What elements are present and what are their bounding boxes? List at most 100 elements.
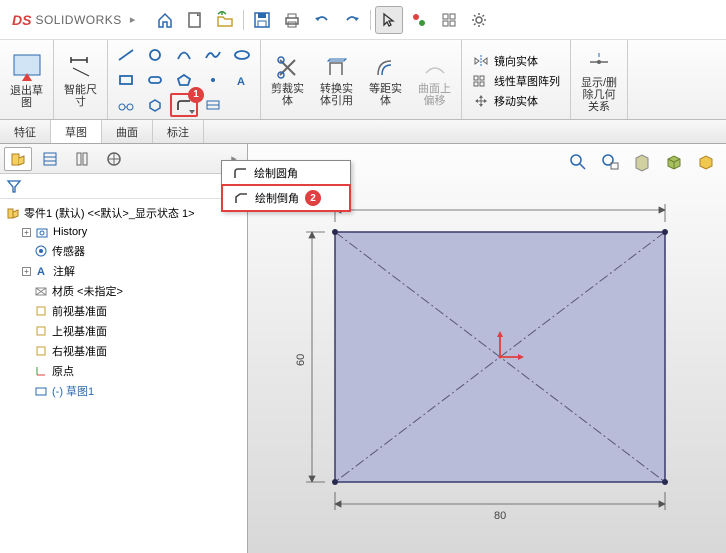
logo-name: SOLIDWORKS	[35, 13, 121, 27]
arc-tool[interactable]	[170, 43, 198, 67]
centerline-tool[interactable]	[112, 93, 140, 117]
tree-right-plane[interactable]: 右视基准面	[2, 341, 245, 361]
feature-manager: ▸ 零件1 (默认) <<默认>_显示状态 1> + History 传感器 +…	[0, 144, 248, 553]
smart-dim-group: 智能尺 寸	[54, 40, 108, 119]
dimxpert-tab[interactable]	[100, 147, 128, 171]
smart-dim-label: 智能尺 寸	[64, 84, 97, 108]
app-logo: DS SOLIDWORKS ▸	[4, 12, 143, 28]
sketch-chamfer-item[interactable]: 绘制倒角 2	[221, 184, 351, 212]
badge-2: 2	[305, 190, 321, 206]
tree-origin[interactable]: 原点	[2, 361, 245, 381]
mirror-button[interactable]: 镜向实体	[468, 52, 564, 70]
circle-tool[interactable]	[141, 43, 169, 67]
pattern-group: 镜向实体 线性草图阵列 移动实体	[462, 40, 571, 119]
fillet-label: 绘制圆角	[254, 165, 298, 181]
home-button[interactable]	[151, 6, 179, 34]
convert-label: 转换实 体引用	[320, 83, 353, 107]
tree-toggle[interactable]: +	[22, 267, 31, 276]
show-relations-label: 显示/删 除几何 关系	[581, 77, 617, 113]
rebuild-button[interactable]	[405, 6, 433, 34]
history-label: History	[53, 226, 87, 238]
modify-group: 剪裁实 体 转换实 体引用 等距实 体 曲面上 偏移	[261, 40, 462, 119]
exit-sketch-group: 退出草 图	[0, 40, 54, 119]
feature-tree: 零件1 (默认) <<默认>_显示状态 1> + History 传感器 + A…	[0, 199, 247, 553]
logo-ds: DS	[12, 12, 31, 28]
fillet-dropdown: 绘制圆角 绘制倒角 2	[221, 160, 351, 212]
trim-label: 剪裁实 体	[271, 83, 304, 107]
construction-tool[interactable]	[141, 93, 169, 117]
origin-label: 原点	[52, 363, 74, 379]
tab-features[interactable]: 特征	[0, 120, 51, 143]
height-dim[interactable]: 60	[295, 354, 307, 366]
line-tool[interactable]	[112, 43, 140, 67]
main-area: ▸ 零件1 (默认) <<默认>_显示状态 1> + History 传感器 +…	[0, 144, 726, 553]
exit-sketch-label: 退出草 图	[10, 85, 43, 109]
show-relations-button[interactable]: 显示/删 除几何 关系	[577, 47, 621, 115]
move-button[interactable]: 移动实体	[468, 92, 564, 110]
tab-annotate[interactable]: 标注	[153, 120, 204, 143]
filter-row	[0, 174, 247, 199]
tree-sketch1[interactable]: (-) 草图1	[2, 381, 245, 401]
tree-toggle[interactable]: +	[22, 228, 31, 237]
feature-tree-tab[interactable]	[4, 147, 32, 171]
config-tab[interactable]	[68, 147, 96, 171]
annotations-label: 注解	[53, 263, 75, 279]
spline-tool[interactable]	[199, 43, 227, 67]
redo-button[interactable]	[338, 6, 366, 34]
smart-dim-button[interactable]: 智能尺 寸	[60, 52, 101, 110]
ellipse-tool[interactable]	[228, 43, 256, 67]
tree-top-plane[interactable]: 上视基准面	[2, 321, 245, 341]
tab-sketch[interactable]: 草图	[51, 120, 102, 143]
tab-surfaces[interactable]: 曲面	[102, 120, 153, 143]
tree-root-label: 零件1 (默认) <<默认>_显示状态 1>	[24, 205, 195, 221]
plane-tool[interactable]	[199, 93, 227, 117]
open-button[interactable]	[211, 6, 239, 34]
tree-root[interactable]: 零件1 (默认) <<默认>_显示状态 1>	[2, 203, 245, 223]
filter-icon[interactable]	[6, 178, 22, 194]
point-tool[interactable]	[199, 68, 227, 92]
fillet-tool[interactable]: 1	[170, 93, 198, 117]
convert-button[interactable]: 转换实 体引用	[316, 53, 357, 109]
text-tool[interactable]: A	[228, 68, 256, 92]
print-button[interactable]	[278, 6, 306, 34]
sketch-fillet-item[interactable]: 绘制圆角	[222, 161, 350, 185]
trim-button[interactable]: 剪裁实 体	[267, 53, 308, 109]
slot-tool[interactable]	[141, 68, 169, 92]
linear-pattern-label: 线性草图阵列	[494, 73, 560, 89]
tree-front-plane[interactable]: 前视基准面	[2, 301, 245, 321]
offset-button[interactable]: 等距实 体	[365, 53, 406, 109]
ribbon: 退出草 图 智能尺 寸 A 1	[0, 40, 726, 120]
right-label: 右视基准面	[52, 343, 107, 359]
sketch-tools-group: A 1	[108, 40, 261, 119]
surface-offset-label: 曲面上 偏移	[418, 83, 451, 107]
exit-sketch-button[interactable]: 退出草 图	[6, 51, 47, 111]
tree-sensors[interactable]: 传感器	[2, 241, 245, 261]
chamfer-label: 绘制倒角	[255, 190, 299, 206]
new-button[interactable]	[181, 6, 209, 34]
property-tab[interactable]	[36, 147, 64, 171]
relations-group: 显示/删 除几何 关系	[571, 40, 628, 119]
undo-button[interactable]	[308, 6, 336, 34]
save-button[interactable]	[248, 6, 276, 34]
select-button[interactable]	[375, 6, 403, 34]
top-label: 上视基准面	[52, 323, 107, 339]
sketch1-label: (-) 草图1	[52, 383, 94, 399]
linear-pattern-button[interactable]: 线性草图阵列	[468, 72, 564, 90]
width-dim[interactable]: 80	[494, 510, 506, 522]
tree-history[interactable]: + History	[2, 223, 245, 241]
dropdown-icon[interactable]: ▸	[130, 13, 136, 26]
top-toolbar: DS SOLIDWORKS ▸	[0, 0, 726, 40]
surface-offset-button: 曲面上 偏移	[414, 53, 455, 109]
side-tabs: ▸	[0, 144, 247, 174]
move-label: 移动实体	[494, 93, 538, 109]
ribbon-tabs: 特征 草图 曲面 标注	[0, 120, 726, 144]
svg-text:A: A	[37, 266, 45, 278]
tree-annotations[interactable]: + A 注解	[2, 261, 245, 281]
rectangle-tool[interactable]	[112, 68, 140, 92]
front-label: 前视基准面	[52, 303, 107, 319]
offset-label: 等距实 体	[369, 83, 402, 107]
material-label: 材质 <未指定>	[52, 283, 123, 299]
tree-material[interactable]: 材质 <未指定>	[2, 281, 245, 301]
settings-button[interactable]	[465, 6, 493, 34]
options-button[interactable]	[435, 6, 463, 34]
